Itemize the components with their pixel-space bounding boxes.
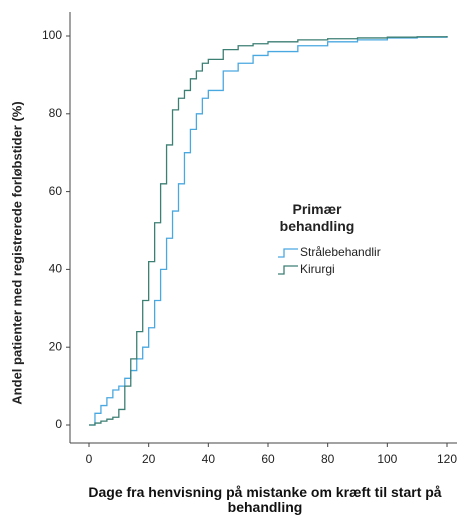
y-tick-label: 60 (49, 184, 63, 198)
legend-label: Kirurgi (300, 262, 335, 276)
legend-swatch (278, 248, 298, 258)
legend-swatch (278, 265, 298, 275)
y-tick-label: 20 (49, 339, 63, 353)
x-tick-label: 80 (321, 452, 335, 466)
series-line (89, 36, 448, 426)
legend-label: Strålebehandlir (300, 245, 381, 259)
y-tick-label: 40 (49, 262, 63, 276)
x-tick-label: 120 (437, 452, 457, 466)
x-tick-label: 20 (142, 452, 156, 466)
legend-title: Primær behandling (279, 201, 355, 234)
y-tick-label: 0 (55, 417, 62, 431)
x-tick-label: 40 (202, 452, 216, 466)
x-tick-label: 0 (86, 452, 93, 466)
series-line (89, 36, 448, 426)
y-tick-label: 80 (49, 106, 63, 120)
y-tick-label: 100 (42, 28, 62, 42)
x-tick-label: 60 (261, 452, 275, 466)
x-axis-title: Dage fra henvisning på mistanke om kræft… (88, 484, 442, 515)
x-tick-label: 100 (377, 452, 397, 466)
y-axis-title: Andel patienter med registrerede forløbs… (9, 101, 24, 404)
